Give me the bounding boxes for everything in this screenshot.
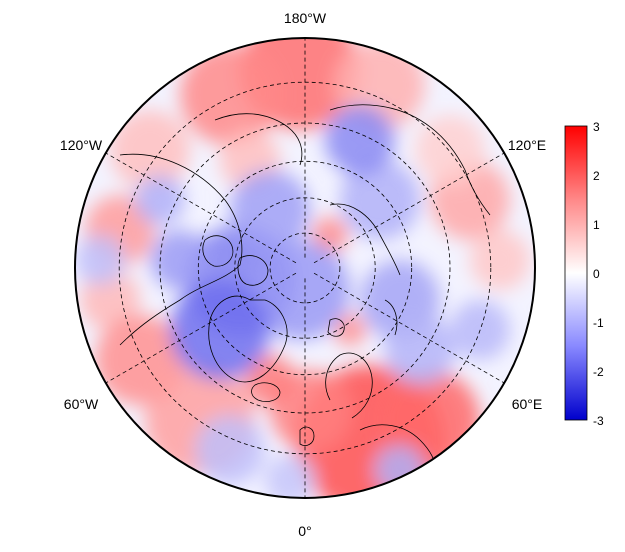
anomaly-patch [250, 240, 350, 340]
anomaly-patch [375, 445, 425, 495]
colorbar-tick-label: 2 [593, 169, 600, 183]
anomaly-patch [75, 235, 125, 285]
anomaly-patch [150, 230, 210, 290]
meridian-line [313, 150, 509, 264]
colorbar-tick-label: 1 [593, 218, 600, 232]
anomaly-patch [265, 455, 315, 498]
latitude-circle [197, 160, 413, 376]
coastline [327, 318, 345, 337]
coastline [384, 299, 398, 336]
lon-label-60w: 60°W [64, 396, 99, 412]
map-border [74, 37, 536, 499]
map-disk [74, 37, 536, 499]
lon-label-180w: 180°W [284, 10, 327, 26]
lon-label-0: 0° [298, 523, 311, 539]
anomaly-patch [415, 115, 485, 185]
anomaly-patch [135, 175, 185, 225]
anomaly-patch [180, 45, 280, 145]
anomaly-patch [470, 230, 530, 290]
anomaly-patch [110, 110, 190, 190]
colorbar-tick-label: 0 [593, 267, 600, 281]
anomaly-patch [325, 105, 395, 175]
anomaly-patch [170, 280, 270, 380]
lon-label-120w: 120°W [60, 137, 103, 153]
colorbar: 3 2 1 0 -1 -2 -3 [564, 120, 604, 428]
colorbar-tick-label: -1 [593, 316, 604, 330]
coastline [329, 203, 401, 276]
colorbar-ticks: 3 2 1 0 -1 -2 -3 [593, 120, 604, 428]
lon-label-60e: 60°E [512, 396, 543, 412]
graticule [101, 38, 509, 498]
anomaly-field [75, 38, 530, 498]
anomaly-patch [385, 315, 455, 385]
anomaly-patch [312, 217, 348, 253]
coastline [299, 426, 315, 446]
colorbar-gradient [564, 125, 588, 421]
anomaly-patch [230, 170, 310, 250]
colorbar-tick-label: -2 [593, 365, 604, 379]
coastline [237, 255, 269, 286]
coastline [251, 382, 281, 402]
coastline [214, 113, 303, 166]
anomaly-patch [245, 355, 295, 405]
lon-label-120e: 120°E [508, 137, 546, 153]
coastline [325, 352, 373, 419]
meridian-line [313, 272, 509, 386]
longitude-labels: 180°W 120°E 60°E 0° 60°W 120°W [60, 10, 546, 539]
colorbar-tick-label: 3 [593, 120, 600, 134]
colorbar-tick-label: -3 [593, 414, 604, 428]
coastline [202, 235, 234, 267]
coastline [208, 295, 288, 383]
meridian-line [101, 272, 297, 386]
meridian-line [101, 150, 297, 264]
anomaly-patch [195, 415, 265, 485]
